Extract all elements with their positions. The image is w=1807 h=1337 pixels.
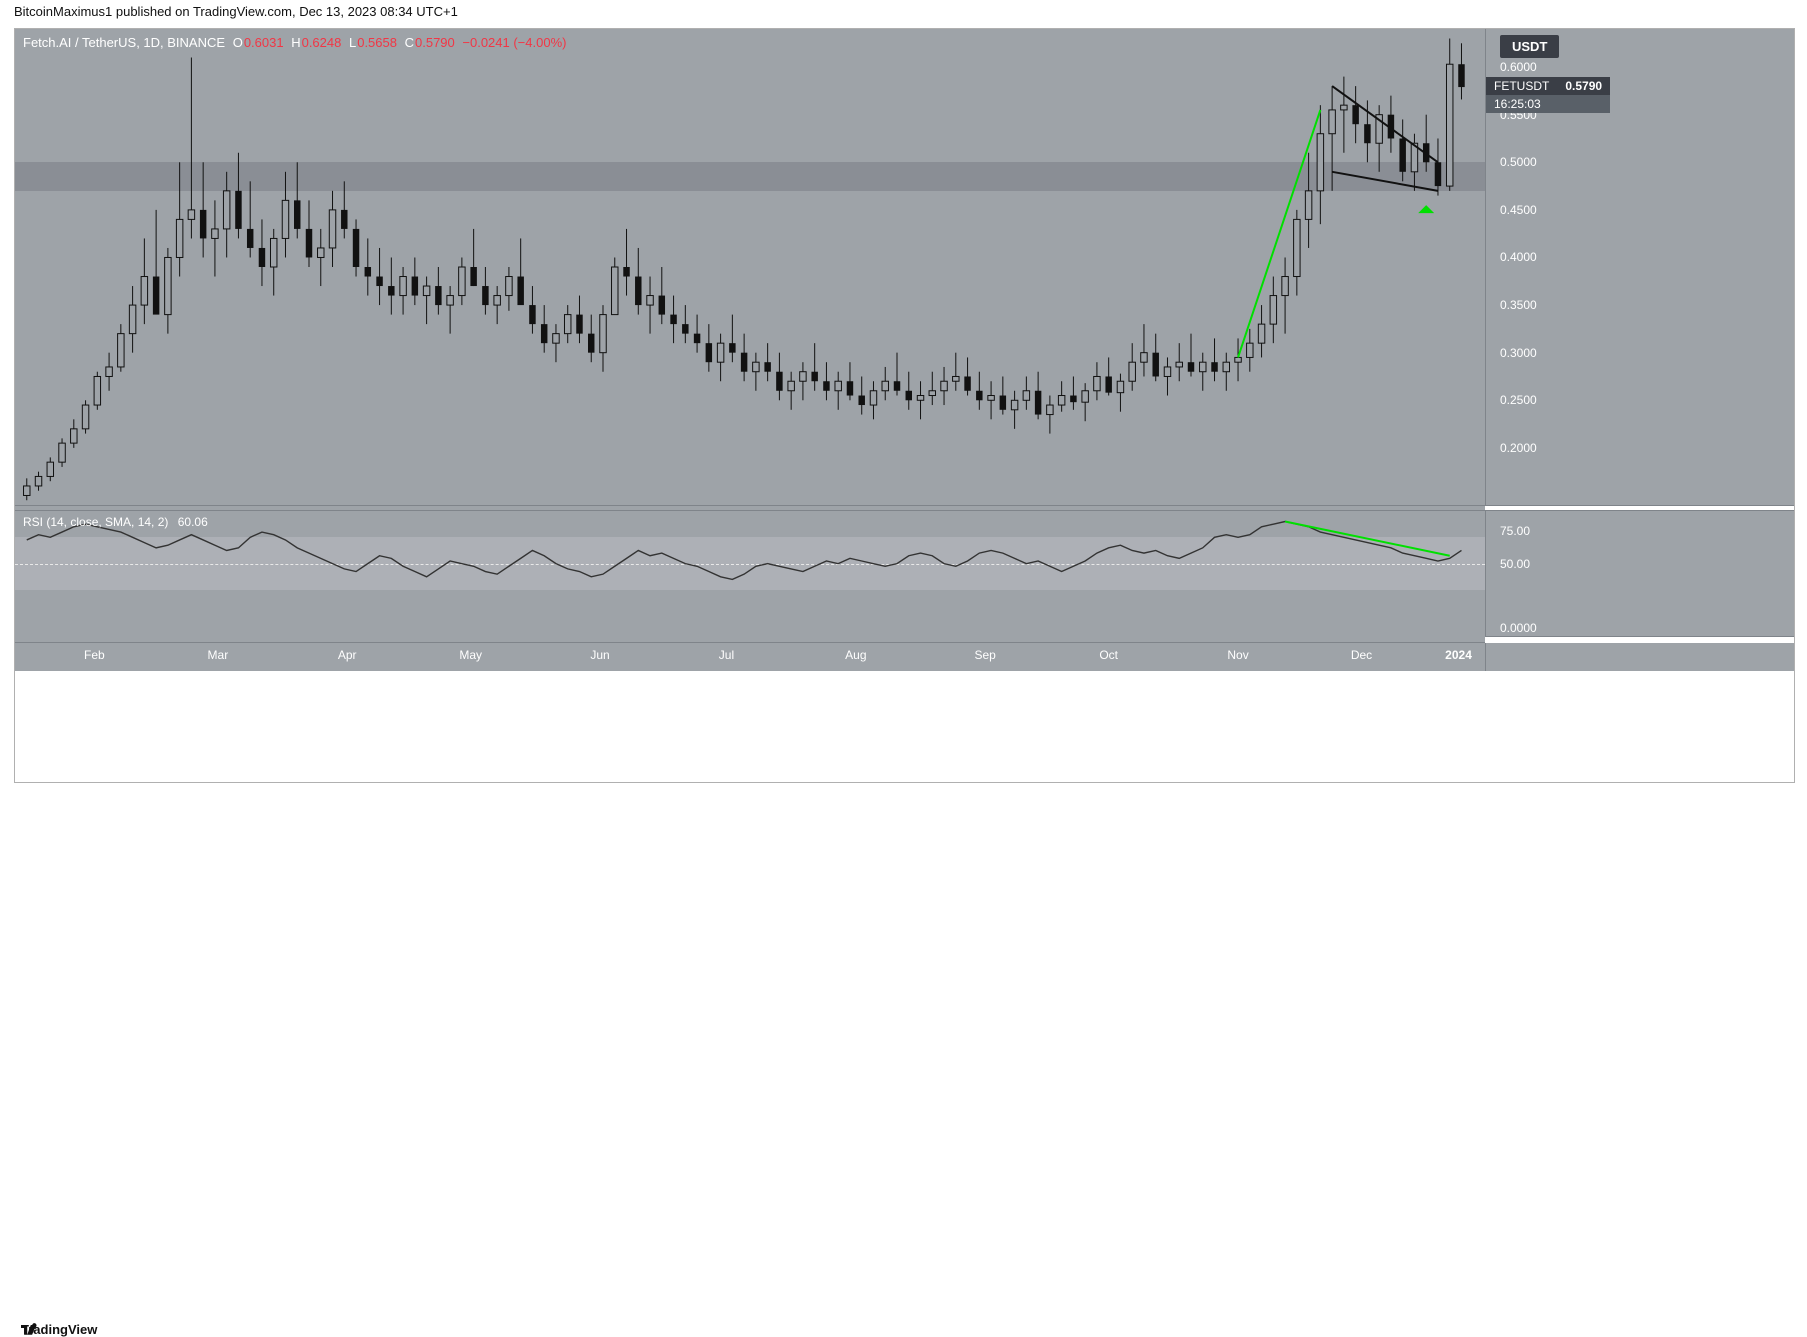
last-price-flag: FETUSDT0.579016:25:03 <box>1486 77 1610 113</box>
rsi-axis[interactable]: 75.00 50.00 0.0000 <box>1485 510 1794 637</box>
time-axis-right-gap <box>1485 643 1794 671</box>
time-tick: Jun <box>590 648 609 662</box>
price-tick: 0.3500 <box>1500 298 1537 312</box>
publish-caption: BitcoinMaximus1 published on TradingView… <box>14 4 458 19</box>
price-tick: 0.4000 <box>1500 250 1537 264</box>
axis-unit-badge: USDT <box>1500 35 1559 58</box>
price-tick: 0.2500 <box>1500 393 1537 407</box>
rsi-tick: 0.0000 <box>1500 621 1537 635</box>
chart-frame: Fetch.AI / TetherUS, 1D, BINANCE 0.6031 … <box>14 28 1795 783</box>
time-tick: 2024 <box>1445 648 1472 662</box>
ohlc-open: 0.6031 <box>233 35 284 50</box>
symbol-title: Fetch.AI / TetherUS, 1D, BINANCE <box>23 35 225 50</box>
time-tick: Jul <box>719 648 734 662</box>
price-tick: 0.5000 <box>1500 155 1537 169</box>
flag-countdown: 16:25:03 <box>1486 95 1610 113</box>
tv-icon <box>21 1322 37 1335</box>
price-chart-svg <box>15 29 1485 505</box>
time-tick: Apr <box>338 648 357 662</box>
time-tick: Feb <box>84 648 105 662</box>
ohlc-change: −0.0241 (−4.00%) <box>462 35 566 50</box>
chart-footer: TradingView <box>15 672 1794 782</box>
rsi-tick: 50.00 <box>1500 557 1530 571</box>
price-tick: 0.2000 <box>1500 441 1537 455</box>
time-tick: Dec <box>1351 648 1372 662</box>
flag-price: 0.5790 <box>1557 77 1610 95</box>
time-tick: Nov <box>1227 648 1248 662</box>
time-tick: Aug <box>845 648 866 662</box>
pane-separator-2[interactable] <box>15 636 1485 643</box>
price-tick: 0.6000 <box>1500 60 1537 74</box>
rsi-pane[interactable]: RSI (14, close, SMA, 14, 2) 60.06 <box>15 510 1485 637</box>
rsi-title: RSI (14, close, SMA, 14, 2) <box>23 515 168 529</box>
time-tick: Sep <box>975 648 996 662</box>
price-pane[interactable]: Fetch.AI / TetherUS, 1D, BINANCE 0.6031 … <box>15 29 1485 506</box>
time-tick: Oct <box>1099 648 1118 662</box>
time-tick: Mar <box>208 648 229 662</box>
ohlc-high: 0.6248 <box>291 35 341 50</box>
ohlc-close: 0.5790 <box>405 35 455 50</box>
price-tick: 0.3000 <box>1500 346 1537 360</box>
ohlc-low: 0.5658 <box>349 35 397 50</box>
price-tick: 0.4500 <box>1500 203 1537 217</box>
rsi-tick: 75.00 <box>1500 524 1530 538</box>
symbol-legend: Fetch.AI / TetherUS, 1D, BINANCE 0.6031 … <box>23 35 570 50</box>
time-axis[interactable]: Feb Mar Apr May Jun Jul Aug Sep Oct Nov Dec 2024 <box>15 643 1485 671</box>
rsi-chart-svg <box>15 511 1485 636</box>
rsi-legend: RSI (14, close, SMA, 14, 2) 60.06 <box>23 515 208 529</box>
price-axis[interactable]: USDT 0.60000.55000.50000.45000.40000.350… <box>1485 29 1794 506</box>
rsi-value: 60.06 <box>178 515 208 529</box>
flag-symbol: FETUSDT <box>1486 77 1557 95</box>
tradingview-logo: TradingView <box>21 1322 97 1337</box>
time-tick: May <box>459 648 482 662</box>
